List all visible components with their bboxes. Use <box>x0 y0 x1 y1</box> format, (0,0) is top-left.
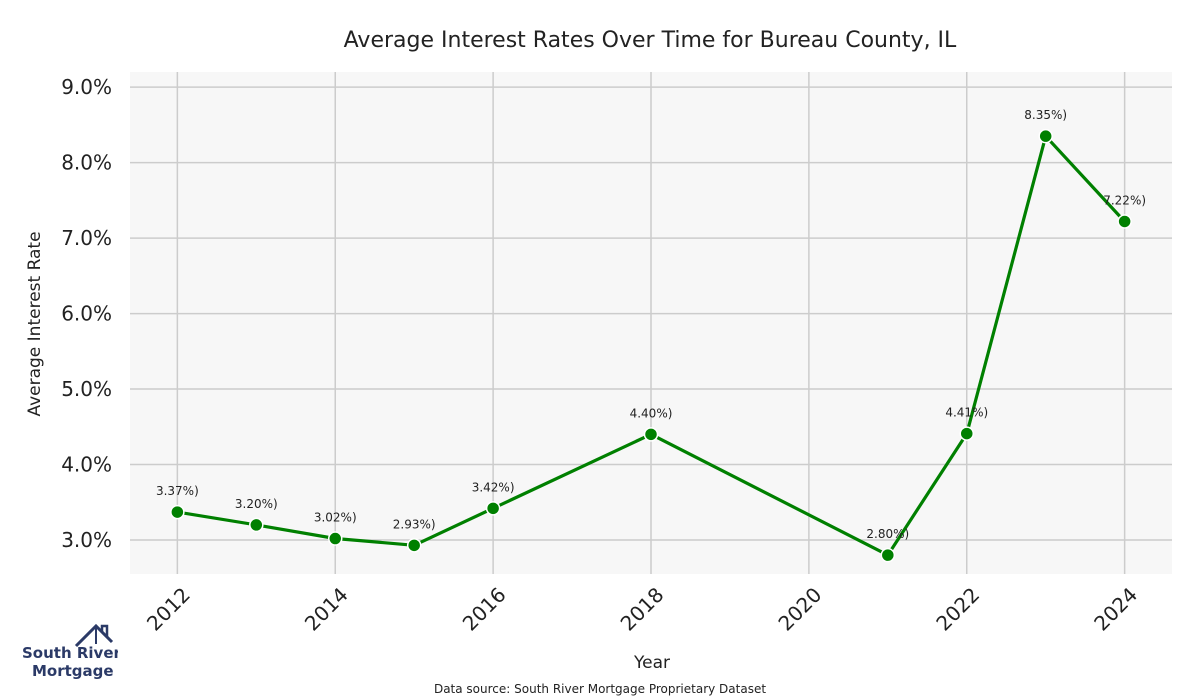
data-label: 3.42%) <box>472 480 515 494</box>
logo-line1: South River <box>22 644 118 662</box>
x-tick-label: 2022 <box>931 583 984 636</box>
data-point <box>1038 128 1053 144</box>
data-point <box>249 517 264 533</box>
y-tick-label: 9.0% <box>61 75 112 99</box>
x-tick-label: 2016 <box>458 583 511 636</box>
y-tick-label: 3.0% <box>61 528 112 552</box>
data-point <box>880 547 896 563</box>
y-tick-labels: 3.0% 4.0% 5.0% 6.0% 7.0% 8.0% 9.0% <box>61 75 112 552</box>
data-point <box>485 501 501 516</box>
y-tick-label: 4.0% <box>61 453 112 477</box>
y-tick-label: 7.0% <box>61 226 112 250</box>
data-source-note: Data source: South River Mortgage Propri… <box>434 682 766 696</box>
series-line <box>177 134 1126 557</box>
chart-title: Average Interest Rates Over Time for Bur… <box>344 28 957 53</box>
gridlines <box>130 72 1172 574</box>
y-axis-label: Average Interest Rate <box>25 231 45 416</box>
x-axis-label: Year <box>633 653 670 673</box>
logo-line2: Mortgage <box>32 662 114 680</box>
data-point <box>643 427 659 442</box>
data-label: 4.41%) <box>945 406 988 420</box>
y-tick-label: 5.0% <box>61 377 112 401</box>
data-point <box>1117 214 1132 229</box>
data-label: 8.35%) <box>1024 108 1067 122</box>
south-river-mortgage-logo: South River Mortgage <box>22 623 118 680</box>
x-tick-label: 2024 <box>1089 583 1142 636</box>
data-label: 3.20%) <box>235 497 278 511</box>
data-points <box>170 128 1132 563</box>
y-tick-label: 8.0% <box>61 151 112 175</box>
data-label: 4.40%) <box>630 406 673 420</box>
data-label: 3.37%) <box>156 484 199 498</box>
x-tick-labels: 2012 2014 2016 2018 2020 2022 2024 <box>142 583 1142 636</box>
data-label: 3.02%) <box>314 511 357 525</box>
data-point <box>327 531 343 546</box>
x-tick-label: 2012 <box>142 583 195 636</box>
house-icon <box>74 623 114 648</box>
data-point <box>170 504 185 520</box>
data-point <box>959 426 975 441</box>
x-tick-label: 2018 <box>616 583 669 636</box>
data-label: 7.22%) <box>1103 193 1146 207</box>
x-tick-label: 2020 <box>773 583 826 636</box>
data-label: 2.80%) <box>866 527 909 541</box>
y-tick-label: 6.0% <box>61 302 112 326</box>
data-label: 2.93%) <box>393 517 436 531</box>
x-tick-label: 2014 <box>300 583 353 636</box>
data-point <box>406 538 422 553</box>
data-labels: 3.37%) 3.20%) 3.02%) 2.93%) 3.42%) 4.40%) 2.80… <box>156 108 1146 541</box>
